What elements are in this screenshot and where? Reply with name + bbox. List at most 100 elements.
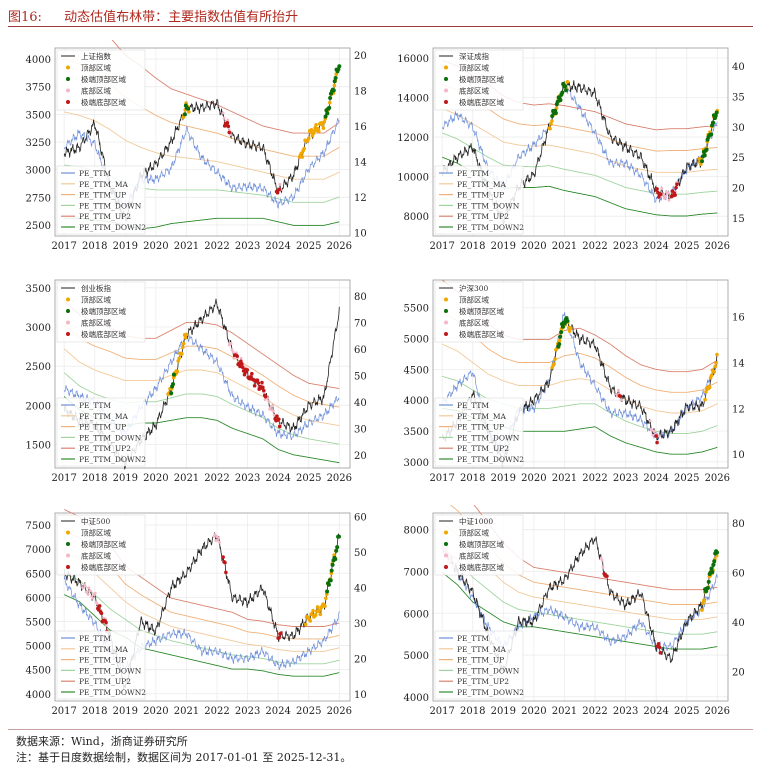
legend-label: 极端底部区域 — [81, 329, 126, 339]
left-tick-label: 7000 — [26, 545, 51, 556]
extreme-top-zone-marker — [709, 566, 714, 571]
top-zone-marker — [701, 601, 705, 605]
bottom-zone-marker — [271, 409, 275, 413]
extreme-bottom-zone-marker — [99, 611, 104, 616]
legend-label: PE_TTM_UP2 — [457, 212, 509, 221]
x-tick-label: 2021 — [174, 706, 199, 717]
extreme-top-zone-marker — [550, 114, 555, 119]
x-tick-label: 2023 — [235, 241, 260, 252]
bottom-zone-marker — [616, 389, 620, 392]
legend-marker-swatch — [66, 530, 70, 535]
legend-label: 极端顶部区域 — [81, 74, 126, 84]
source-note: 数据来源：Wind，浙商证券研究所 — [16, 735, 188, 748]
extreme-top-zone-marker — [558, 98, 563, 103]
extreme-bottom-zone-marker — [275, 190, 280, 195]
extreme-top-zone-marker — [328, 578, 333, 583]
x-tick-label: 2026 — [327, 706, 352, 717]
top-zone-marker — [549, 122, 553, 126]
legend-label: PE_TTM_DOWN — [79, 201, 142, 210]
x-tick-label: 2019 — [113, 241, 138, 252]
chart-panel-csi500: 2017 2018 2019 2020 2021 2022 2023 2024 2025 2026… — [0, 505, 378, 737]
legend-box — [434, 49, 524, 111]
figure-label: 图16: — [8, 10, 42, 25]
extreme-bottom-zone-marker — [226, 124, 231, 129]
legend-label: 极端顶部区域 — [459, 306, 504, 316]
bottom-zone-marker — [619, 398, 623, 402]
top-zone-marker — [321, 126, 326, 131]
top-zone-marker — [332, 83, 337, 88]
figure-title: 图16: 动态估值布林带：主要指数估值有所抬升 — [8, 6, 298, 25]
right-tick-label: 50 — [354, 548, 367, 559]
x-tick-label: 2022 — [582, 473, 607, 484]
bottom-zone-marker — [216, 538, 220, 542]
bottom-zone-marker — [91, 596, 95, 600]
top-zone-marker — [324, 596, 328, 601]
bottom-zone-marker — [663, 196, 666, 200]
bottom-zone-marker — [653, 429, 657, 433]
right-tick-label: 60 — [354, 513, 367, 524]
extreme-top-zone-marker — [327, 105, 332, 110]
right-tick-label: 40 — [354, 398, 367, 409]
bottom-zone-marker — [93, 591, 97, 595]
legend-label: PE_TTM_MA — [79, 180, 129, 189]
x-tick-label: 2018 — [460, 241, 485, 252]
bottom-zone-marker — [218, 540, 221, 544]
x-tick-label: 2018 — [82, 706, 107, 717]
x-tick-label: 2026 — [327, 473, 352, 484]
left-tick-label: 4000 — [404, 396, 429, 407]
extreme-top-zone-marker — [333, 75, 338, 80]
x-tick-label: 2023 — [613, 241, 638, 252]
extreme-top-zone-marker — [710, 570, 715, 575]
left-tick-label: 3250 — [26, 138, 51, 149]
legend-label: PE_TTM_DOWN2 — [79, 223, 146, 232]
extreme-top-zone-marker — [558, 334, 563, 339]
x-tick-label: 2018 — [460, 473, 485, 484]
left-tick-label: 3500 — [404, 427, 429, 438]
legend-label: PE_TTM_MA — [457, 412, 507, 421]
extreme-bottom-zone-marker — [250, 371, 254, 376]
legend-box — [56, 165, 146, 235]
right-tick-label: 20 — [732, 667, 745, 678]
left-tick-label: 10000 — [397, 173, 429, 184]
extreme-top-zone-marker — [334, 548, 339, 553]
x-tick-label: 2026 — [705, 706, 730, 717]
x-tick-label: 2023 — [235, 706, 260, 717]
extreme-top-zone-marker — [169, 391, 174, 396]
right-tick-label: 25 — [732, 153, 745, 164]
x-tick-label: 2021 — [552, 241, 577, 252]
top-zone-marker — [553, 357, 557, 361]
right-tick-label: 20 — [354, 451, 367, 462]
top-zone-marker — [548, 126, 552, 131]
legend-marker-swatch — [444, 88, 448, 93]
top-zone-marker — [328, 100, 332, 105]
extreme-top-zone-marker — [560, 324, 565, 329]
x-tick-label: 2025 — [296, 241, 321, 252]
left-tick-label: 3750 — [26, 83, 51, 94]
left-tick-label: 6000 — [404, 609, 429, 620]
legend-label: 底部区域 — [459, 551, 489, 561]
bottom-zone-marker — [213, 533, 217, 536]
legend-label: 极端底部区域 — [459, 97, 504, 107]
left-tick-label: 6500 — [26, 569, 51, 580]
extreme-bottom-zone-marker — [654, 434, 658, 438]
legend-label: PE_TTM_UP — [457, 423, 504, 432]
top-zone-marker — [334, 72, 339, 76]
extreme-top-zone-marker — [709, 132, 714, 137]
extreme-bottom-zone-marker — [279, 631, 283, 635]
left-tick-label: 2000 — [26, 401, 51, 412]
x-tick-label: 2021 — [174, 473, 199, 484]
pe-ttm-ma-line — [63, 551, 340, 652]
x-tick-label: 2020 — [521, 473, 546, 484]
extreme-top-zone-marker — [563, 88, 568, 93]
extreme-bottom-zone-marker — [245, 368, 250, 372]
extreme-top-zone-marker — [185, 106, 190, 111]
legend-label: PE_TTM_DOWN — [457, 201, 520, 210]
bottom-zone-marker — [660, 187, 664, 190]
top-zone-marker — [323, 604, 327, 608]
left-tick-label: 8000 — [404, 526, 429, 537]
legend-label: 中证500 — [81, 516, 111, 526]
